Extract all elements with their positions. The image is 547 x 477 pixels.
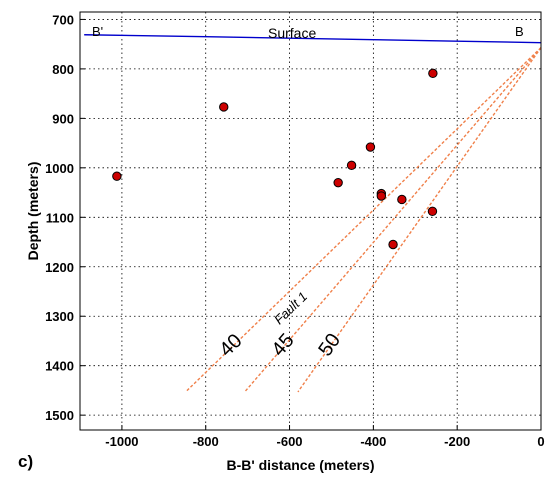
surface-line <box>84 34 542 44</box>
surface-label: Surface <box>268 25 316 41</box>
x-tick-label: -1000 <box>105 434 138 449</box>
plot-background <box>80 12 541 430</box>
y-tick-label: 1400 <box>45 359 74 374</box>
y-tick-label: 1000 <box>45 161 74 176</box>
x-tick-label: 0 <box>537 434 544 449</box>
y-tick-label: 800 <box>52 62 74 77</box>
fault-line-40 <box>185 47 542 393</box>
y-tick-label: 900 <box>52 111 74 126</box>
section-end-left-label: B' <box>92 24 103 39</box>
x-tick-label: -200 <box>444 434 470 449</box>
tick-labels: -1000 -800 -600 -400 -200 0 700 800 900 1000 1100 1… <box>45 12 545 449</box>
fault-line-50 <box>297 47 542 393</box>
y-axis-label: Depth (meters) <box>25 162 41 261</box>
data-point <box>365 142 376 152</box>
fault-line-45 <box>244 47 542 393</box>
panel-label: c) <box>18 452 33 471</box>
data-point <box>219 102 229 112</box>
data-point <box>112 171 122 181</box>
data-point <box>346 160 357 171</box>
x-axis-label: B-B' distance (meters) <box>226 457 374 473</box>
data-point <box>333 177 343 188</box>
y-tick-label: 1200 <box>45 260 74 275</box>
grid <box>80 12 542 430</box>
data-point <box>397 194 407 205</box>
data-point <box>427 206 438 217</box>
data-point <box>388 239 398 250</box>
x-tick-label: -600 <box>277 434 303 449</box>
x-tick-label: -800 <box>193 434 219 449</box>
y-tick-label: 700 <box>52 12 74 27</box>
surface-line-group <box>84 34 542 44</box>
y-tick-label: 1500 <box>45 408 74 423</box>
data-points <box>112 68 438 250</box>
plot-frame <box>79 11 542 431</box>
x-tick-label: -400 <box>360 434 386 449</box>
y-tick-label: 1100 <box>46 210 74 225</box>
data-point <box>428 68 438 79</box>
y-tick-label: 1300 <box>45 309 74 324</box>
data-point <box>376 191 387 201</box>
section-end-right-label: B <box>515 24 524 39</box>
